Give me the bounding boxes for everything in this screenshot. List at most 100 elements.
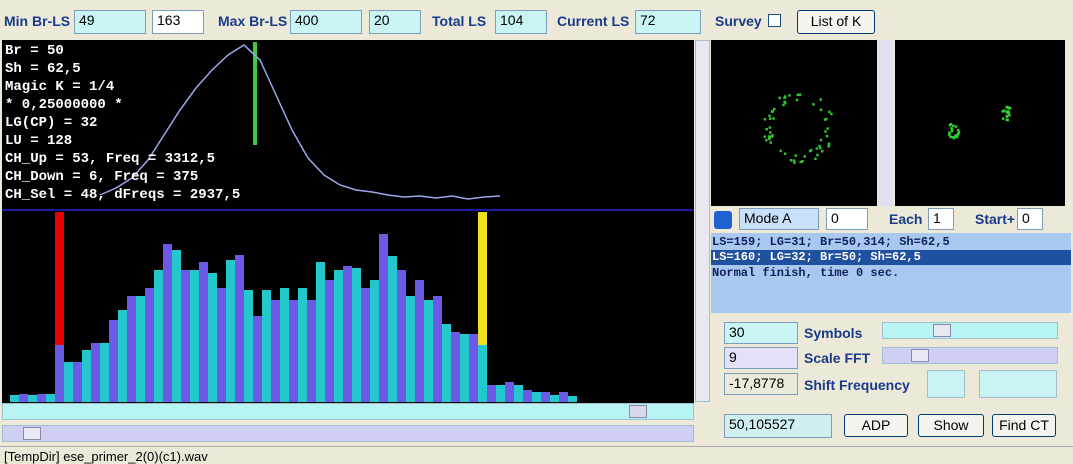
input: 72 [635, 10, 701, 34]
dot [820, 150, 824, 153]
input: 104 [495, 10, 547, 34]
scroll-thumb[interactable] [629, 405, 647, 418]
spectrum-bar [82, 350, 91, 402]
spectrum-bar [487, 385, 496, 402]
select[interactable]: Mode A [739, 208, 819, 230]
button[interactable]: List of K [797, 10, 875, 34]
spectrum-view [2, 40, 694, 404]
input[interactable]: 20 [369, 10, 421, 34]
checkbox[interactable] [768, 14, 781, 27]
label: Current LS [557, 13, 630, 29]
spectrum-bar [424, 300, 433, 402]
spectrum-bar [559, 392, 568, 402]
overlay-text: Br = 50 Sh = 62,5 Magic K = 1/4 * 0,2500000… [5, 42, 240, 204]
spin-input[interactable]: 0 [1017, 208, 1043, 230]
scrollbar[interactable] [695, 40, 710, 402]
dot [1002, 109, 1006, 112]
dot [825, 134, 829, 138]
spectrum-bar [28, 395, 37, 402]
spin-input[interactable]: 0 [826, 208, 868, 230]
dot [763, 135, 767, 138]
spectrum-bar [91, 343, 100, 402]
dot [1006, 111, 1009, 114]
dot [819, 98, 822, 101]
spectrum-bar [10, 395, 19, 402]
dot [801, 160, 804, 163]
dot [948, 133, 951, 137]
log-list: LS=159; LG=31; Br=50,314; Sh=62,5 LS=160… [711, 233, 1071, 313]
constellation-views [711, 40, 1065, 206]
dot [768, 137, 771, 141]
scrollbar[interactable] [2, 425, 694, 442]
spectrum-bar [19, 394, 28, 402]
dot [827, 142, 831, 146]
dot [1001, 117, 1005, 120]
button[interactable]: Find CT [992, 414, 1056, 437]
label: Each [889, 211, 923, 227]
dot [798, 93, 802, 97]
dot [778, 96, 781, 100]
spectrum-bar [469, 334, 478, 402]
overlay-line: CH_Sel = 48, dFreqs = 2937,5 [5, 187, 241, 203]
input[interactable]: -17,8778 [724, 373, 798, 395]
spectrum-bar [145, 288, 154, 402]
dot [948, 123, 952, 127]
spin-buttons[interactable] [927, 370, 965, 398]
dot [783, 152, 787, 155]
slider[interactable] [882, 347, 1058, 364]
label: Shift Frequency [804, 377, 910, 393]
overlay-line: Sh = 62,5 [5, 61, 81, 77]
scroll-thumb[interactable] [23, 427, 41, 440]
marker-yellow [478, 212, 487, 345]
spectrum-bar [460, 334, 469, 402]
dot [769, 131, 772, 134]
spectrum-bar [343, 266, 352, 402]
slider-thumb[interactable] [933, 324, 951, 337]
dot [1006, 118, 1009, 122]
spin-input[interactable]: 1 [928, 208, 954, 230]
dot [768, 126, 772, 129]
label: Scale FFT [804, 350, 871, 366]
scrollbar[interactable] [878, 40, 893, 206]
icon-button[interactable] [714, 211, 732, 229]
spectrum-bar [253, 316, 262, 402]
input[interactable]: 9 [724, 347, 798, 369]
spectrum-bar [217, 288, 226, 402]
dot [812, 103, 815, 106]
dot [803, 155, 807, 158]
spin-input[interactable]: 49 [74, 10, 146, 34]
log-line-selected[interactable]: LS=160; LG=32; Br=50; Sh=62,5 [711, 250, 1071, 265]
spectrum-bar [361, 288, 370, 402]
dot [794, 154, 797, 157]
dot [1007, 111, 1011, 115]
slider-thumb[interactable] [911, 349, 929, 362]
slider[interactable] [882, 322, 1058, 339]
dot [809, 149, 813, 152]
dot [789, 159, 793, 162]
spectrum-bar [136, 296, 145, 402]
dot [772, 117, 775, 120]
overlay-line: LU = 128 [5, 133, 73, 149]
dot [768, 117, 772, 120]
input[interactable]: 30 [724, 322, 798, 344]
dot [799, 160, 802, 164]
constellation-left [711, 40, 877, 206]
spectrum-bar [334, 270, 343, 402]
spectrum-bar [406, 296, 415, 402]
spectrum-bar [442, 324, 451, 402]
input[interactable]: 163 [152, 10, 204, 34]
spin-input[interactable]: 400 [290, 10, 362, 34]
dot [770, 109, 774, 113]
dot [950, 129, 954, 133]
dot [771, 134, 774, 137]
scrollbar[interactable] [2, 403, 694, 420]
button[interactable]: ADP [844, 414, 908, 437]
spectrum-bar [163, 244, 172, 402]
spin-buttons[interactable] [979, 370, 1057, 398]
spectrum-bar [208, 273, 217, 402]
button[interactable]: Show [918, 414, 984, 437]
overlay-line: Magic K = 1/4 [5, 79, 115, 95]
dot [956, 133, 960, 136]
dot [818, 144, 821, 148]
spectrum-bar [289, 300, 298, 402]
